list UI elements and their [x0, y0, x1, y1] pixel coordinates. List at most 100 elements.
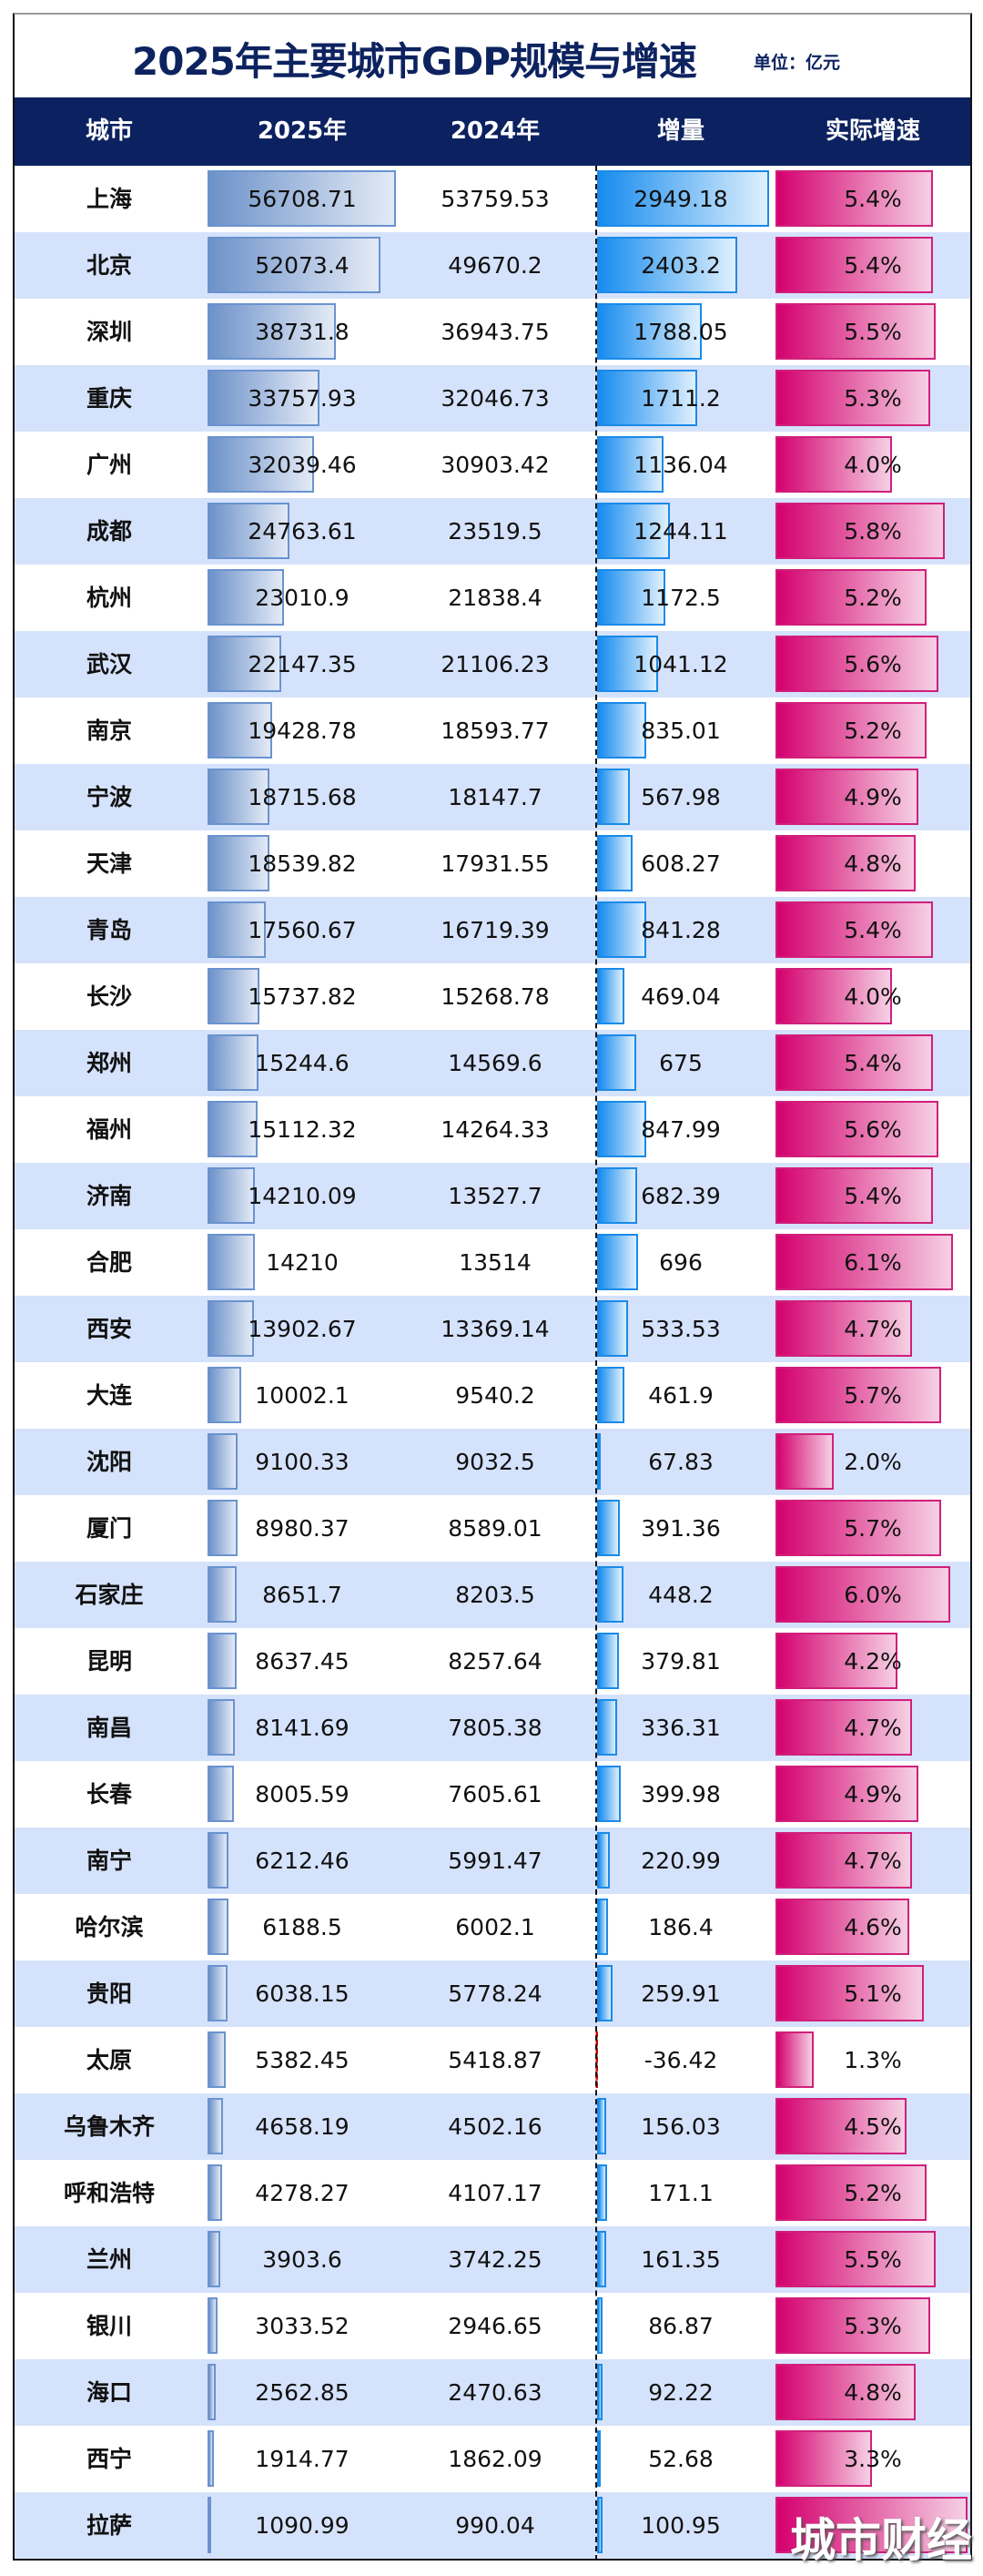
growth-value: 4.8% [844, 850, 902, 877]
increase-bar [597, 702, 646, 759]
gdp-2024-value: 13527.7 [448, 1183, 542, 1209]
increase-bar [597, 1899, 608, 1955]
city-name: 长沙 [86, 983, 133, 1010]
gdp-2025-value: 8005.59 [255, 1781, 350, 1807]
growth-bar [775, 636, 939, 692]
gdp-2024-value: 2470.63 [448, 2379, 542, 2406]
growth-bar [775, 2430, 872, 2487]
increase-value: 391.36 [641, 1515, 721, 1542]
gdp-2025-value: 33757.93 [248, 385, 357, 412]
growth-value: 4.2% [844, 1648, 902, 1675]
city-name: 南昌 [86, 1715, 133, 1741]
gdp-2024-value: 21838.4 [448, 585, 542, 611]
growth-value: 5.4% [844, 1050, 902, 1076]
growth-value: 4.9% [844, 1781, 902, 1807]
gdp-2024-value: 7605.61 [448, 1781, 542, 1807]
increase-value: 448.2 [648, 1582, 714, 1608]
growth-bar [775, 370, 930, 426]
gdp-2025-bar [208, 1367, 241, 1423]
increase-bar [597, 1832, 611, 1889]
increase-value: 2403.2 [641, 252, 721, 279]
growth-value: 4.7% [844, 1316, 902, 1342]
table-row: 南京 19428.78 18593.77 835.01 5.2% [15, 697, 970, 764]
city-name: 西宁 [86, 2446, 133, 2472]
city-name: 北京 [86, 252, 133, 279]
city-name: 长春 [86, 1781, 133, 1807]
growth-value: 5.2% [844, 718, 902, 744]
gdp-2025-bar [208, 1034, 258, 1091]
growth-value: 4.5% [844, 2113, 902, 2140]
increase-bar [597, 2164, 607, 2221]
city-name: 天津 [86, 850, 133, 877]
gdp-2025-bar [208, 1433, 238, 1490]
growth-value: 5.6% [844, 1116, 902, 1143]
table-row: 兰州 3903.6 3742.25 161.35 5.5% [15, 2226, 970, 2293]
increase-bar [597, 901, 646, 958]
gdp-2025-value: 6212.46 [255, 1848, 350, 1874]
growth-bar [775, 2364, 916, 2420]
table-row: 上海 56708.71 53759.53 2949.18 5.4% [15, 166, 970, 232]
growth-bar [775, 170, 933, 227]
growth-bar [775, 1566, 950, 1623]
gdp-2025-bar [208, 2031, 226, 2088]
city-name: 乌鲁木齐 [63, 2113, 156, 2140]
table-row: 郑州 15244.6 14569.6 675 5.4% [15, 1030, 970, 1096]
city-name: 宁波 [86, 784, 133, 810]
gdp-2025-bar [208, 1234, 255, 1290]
city-name: 青岛 [86, 917, 133, 943]
increase-bar [597, 503, 670, 559]
increase-value: 161.35 [641, 2246, 721, 2273]
gdp-2024-value: 17931.55 [441, 850, 550, 877]
growth-value: 5.8% [844, 518, 902, 545]
growth-value: 4.0% [844, 452, 902, 478]
gdp-2025-value: 32039.46 [248, 452, 357, 478]
watermark: 城市财经 [790, 2514, 972, 2567]
increase-bar [597, 2231, 607, 2287]
gdp-2025-value: 22147.35 [248, 651, 357, 677]
increase-bar [597, 2364, 603, 2420]
gdp-2024-value: 32046.73 [441, 385, 550, 412]
city-name: 昆明 [86, 1648, 133, 1675]
increase-value: 1711.2 [641, 385, 721, 412]
increase-value: 156.03 [641, 2113, 721, 2140]
growth-value: 4.7% [844, 1848, 902, 1874]
table-row: 南宁 6212.46 5991.47 220.99 4.7% [15, 1828, 970, 1894]
city-name: 合肥 [86, 1249, 133, 1276]
increase-value: 220.99 [641, 1848, 721, 1874]
gdp-2025-value: 2562.85 [255, 2379, 350, 2406]
gdp-2025-bar [208, 1832, 228, 1889]
increase-value: 567.98 [641, 784, 721, 810]
gdp-2024-value: 13369.14 [441, 1316, 550, 1342]
gdp-2025-value: 4278.27 [255, 2180, 350, 2206]
increase-value: 86.87 [648, 2313, 714, 2339]
gdp-2025-value: 15112.32 [248, 1116, 357, 1143]
gdp-2025-bar [208, 1566, 237, 1623]
increase-value: 2949.18 [633, 186, 728, 212]
increase-bar [597, 1500, 621, 1556]
increase-value: 171.1 [648, 2180, 714, 2206]
growth-bar [775, 436, 892, 493]
city-name: 福州 [86, 1116, 133, 1143]
growth-bar [775, 1500, 942, 1556]
gdp-2025-value: 3903.6 [262, 2246, 342, 2273]
increase-value: 696 [659, 1249, 703, 1276]
gdp-2025-value: 6188.5 [262, 1914, 342, 1940]
gdp-2025-value: 8980.37 [255, 1515, 350, 1542]
growth-bar [775, 2497, 968, 2553]
gdp-2024-value: 4107.17 [448, 2180, 542, 2206]
increase-bar [597, 2098, 606, 2154]
gdp-2025-bar [208, 2364, 217, 2420]
gdp-2025-value: 15244.6 [255, 1050, 350, 1076]
increase-value: 100.95 [641, 2512, 721, 2539]
increase-value: 608.27 [641, 850, 721, 877]
growth-bar [775, 968, 892, 1024]
gdp-2025-value: 18539.82 [248, 850, 357, 877]
unit-label: 单位：亿元 [754, 53, 841, 73]
gdp-2024-value: 3742.25 [448, 2246, 542, 2273]
increase-bar [597, 1699, 617, 1756]
table-row: 长沙 15737.82 15268.78 469.04 4.0% [15, 963, 970, 1030]
table-row: 南昌 8141.69 7805.38 336.31 4.7% [15, 1695, 970, 1761]
growth-value: 5.6% [844, 651, 902, 677]
increase-bar [597, 1234, 638, 1290]
gdp-2025-bar [208, 2430, 214, 2487]
